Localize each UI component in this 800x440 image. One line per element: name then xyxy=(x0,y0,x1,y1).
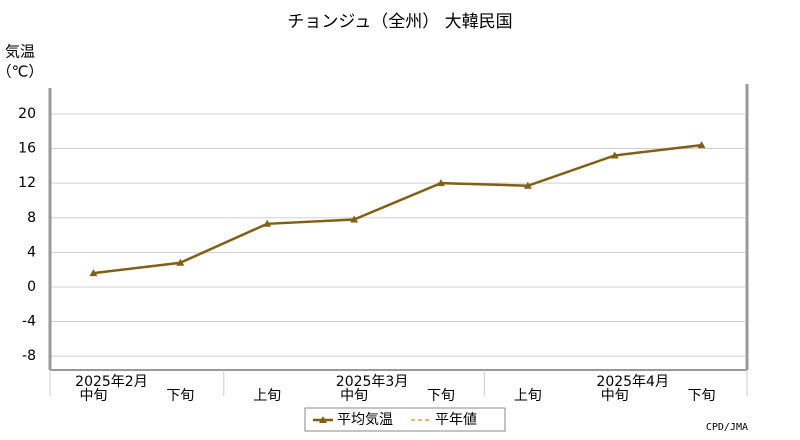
y-tick-label: 16 xyxy=(18,141,36,157)
x-tick-label: 下旬 xyxy=(166,388,194,404)
marker xyxy=(697,141,706,149)
x-tick-label: 下旬 xyxy=(427,388,455,404)
legend-marker xyxy=(319,416,327,423)
plot-area xyxy=(50,88,745,370)
x-tick-label: 中旬 xyxy=(79,388,107,404)
x-tick-label: 下旬 xyxy=(688,388,716,404)
marker xyxy=(523,181,532,189)
marker xyxy=(436,179,445,187)
legend-label: 平均気温 xyxy=(337,412,393,428)
legend-box xyxy=(304,407,506,432)
y-tick-label: -8 xyxy=(22,348,36,364)
marker xyxy=(176,258,185,266)
group-label: 2025年3月 xyxy=(336,374,409,390)
marker xyxy=(89,269,98,277)
marker xyxy=(263,219,272,227)
x-tick-label: 中旬 xyxy=(340,388,368,404)
x-tick-label: 上旬 xyxy=(253,388,281,404)
y-tick-label: 20 xyxy=(18,106,36,122)
chart-title: チョンジュ（全州） 大韓民国 xyxy=(287,12,512,32)
group-label: 2025年2月 xyxy=(75,374,148,390)
legend-label: 平年値 xyxy=(435,412,477,428)
credit: CPD/JMA xyxy=(706,422,748,433)
series-line xyxy=(93,143,702,275)
x-tick-label: 上旬 xyxy=(514,388,542,404)
y-tick-label: 4 xyxy=(27,244,36,260)
marker xyxy=(350,215,359,223)
y-tick-label: 0 xyxy=(27,279,36,295)
marker xyxy=(610,151,619,159)
x-tick-label: 中旬 xyxy=(601,388,629,404)
y-axis-label: （℃） xyxy=(0,63,43,81)
y-tick-label: 12 xyxy=(18,175,36,191)
y-tick-label: -4 xyxy=(22,314,36,330)
group-label: 2025年4月 xyxy=(596,374,669,390)
y-axis-label: 気温 xyxy=(5,43,35,61)
y-tick-label: 8 xyxy=(27,210,36,226)
